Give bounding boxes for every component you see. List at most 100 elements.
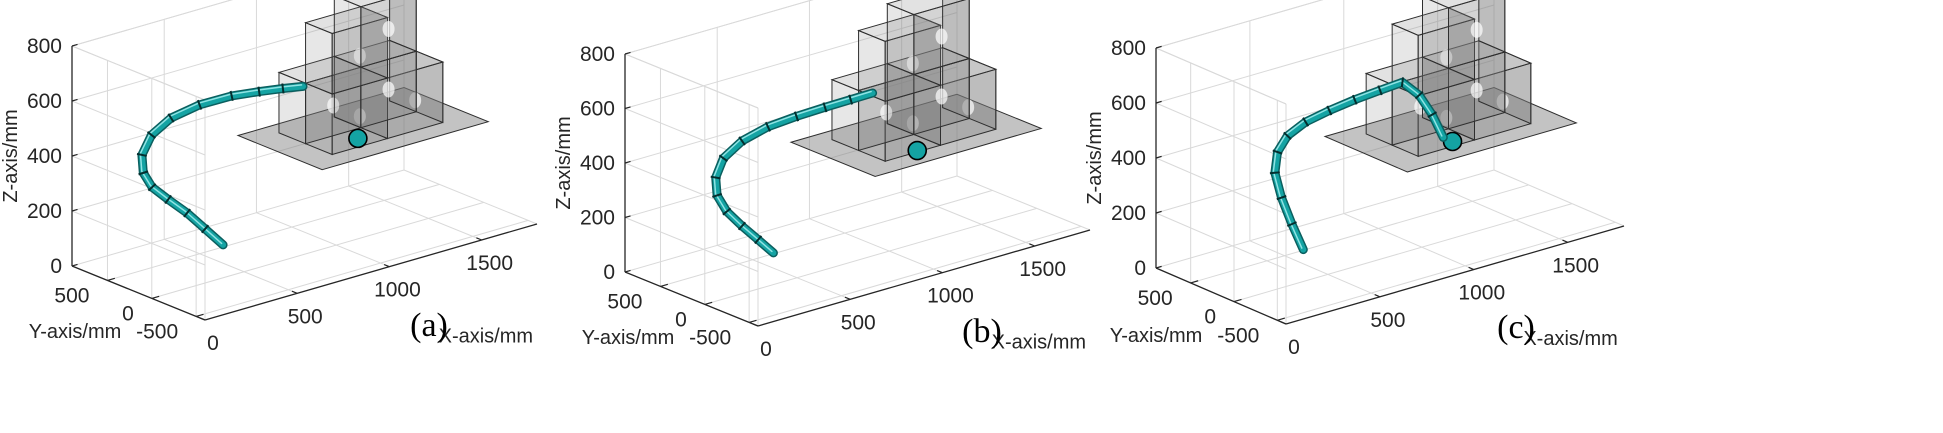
z-tick-mark [1155,210,1162,214]
robot-joint [138,170,149,176]
robot-joint [201,224,210,234]
z-axis-label: Z-axis/mm [0,109,22,202]
z-tick-mark [624,269,631,273]
z-tick-mark [624,160,631,164]
obstacle-hole [382,20,395,37]
robot-joint [183,208,191,218]
z-tick-label: 400 [1111,147,1146,170]
y-tick-label: 0 [1204,306,1216,329]
y-axis-line [1155,267,1287,325]
grid-line [71,100,206,156]
obstacle-hole [1440,109,1453,126]
x-tick-label: 1500 [1552,254,1599,277]
x-tick-mark [476,237,482,241]
box-frame-line [624,53,759,109]
z-tick-label: 0 [1134,257,1146,280]
obstacle-hole [1440,49,1453,66]
robot-joint [712,192,723,198]
chart-a: 050010001500-50005000200400600800X-axis/… [0,0,538,355]
x-tick-label: 1000 [1458,282,1505,305]
x-tick-label: 0 [760,338,772,361]
grid-line [1155,4,1495,104]
z-tick-label: 200 [27,200,62,223]
obstacle-block-face [343,0,386,8]
robot-joint [1283,131,1292,141]
x-tick-mark [752,323,759,327]
x-axis-label: X-axis/mm [1523,328,1617,350]
y-axis-label: Y-axis/mm [1110,325,1203,347]
x-axis-label: X-axis/mm [992,331,1086,353]
grid-line [71,59,405,157]
x-tick-label: 0 [1288,336,1300,359]
grid-line [809,218,943,274]
robot-joint [738,136,746,146]
x-tick-label: 0 [207,332,219,355]
y-tick-label: 500 [607,290,642,313]
y-tick-label: -500 [689,326,731,349]
z-tick-label: 0 [50,255,62,278]
z-tick-mark [624,51,631,55]
z-tick-label: 200 [1111,202,1146,225]
chart-b: 050010001500-50005000200400600800X-axis/… [553,0,1091,361]
obstacle-hole [353,108,366,125]
obstacle-hole [880,104,893,121]
x-tick-mark [1280,321,1287,325]
obstacle-hole [935,28,948,45]
z-tick-mark [624,215,631,219]
grid-line [1277,221,1616,321]
robot-joint [710,175,721,180]
robot-joint [1351,94,1358,105]
robot-joint [793,111,800,122]
obstacle-hole [1470,82,1483,99]
robot-joint [136,152,148,157]
obstacle-hole [327,97,340,114]
grid-line [1155,212,1287,270]
x-tick-label: 1500 [1019,258,1066,281]
robot-joint [1302,117,1310,127]
grid-line [1155,169,1495,269]
panel-label: (b) [962,313,1002,350]
grid-line [624,12,958,109]
grid-line [256,212,390,268]
robot-joint [1427,111,1438,119]
z-tick-mark [71,98,78,102]
obstacle-hole [906,55,919,72]
z-tick-mark [1155,45,1162,49]
obstacle-hole [409,92,422,109]
robot-highlight [139,84,303,245]
robot-joint [1272,149,1283,155]
obstacle-hole [906,115,919,132]
robot-joint [822,102,828,113]
z-tick-mark [1155,100,1162,104]
y-tick-mark [151,295,160,299]
robot-joint [1276,195,1287,201]
obstacle-block-face [942,0,970,60]
robot-joint [1400,77,1405,88]
x-tick-mark [1374,293,1381,298]
x-tick-mark [199,317,206,321]
z-tick-label: 400 [580,152,615,175]
grid-line [1155,157,1287,215]
obstacle-block-face [305,21,333,95]
y-tick-mark [1190,280,1199,284]
box-frame-line [1155,47,1287,105]
z-tick-label: 600 [27,90,62,113]
grid-line [660,189,993,287]
grid-line [624,108,759,163]
box-frame-line [1493,169,1625,227]
grid-line [748,225,1082,323]
chart-c: 050010001500-50005000200400600800X-axis/… [1084,0,1625,359]
x-tick-mark [291,290,298,294]
z-tick-label: 600 [580,98,615,121]
grid-line [71,169,405,267]
z-axis-label: Z-axis/mm [1084,111,1106,204]
obstacle-hole [962,99,975,116]
z-tick-label: 800 [1111,37,1146,60]
grid-line [107,183,440,281]
y-tick-mark [107,277,116,281]
grid-line [624,217,759,272]
z-tick-mark [1155,155,1162,159]
robot-joint [167,113,175,123]
obstacle-block-face [885,0,967,16]
z-tick-mark [71,153,78,157]
